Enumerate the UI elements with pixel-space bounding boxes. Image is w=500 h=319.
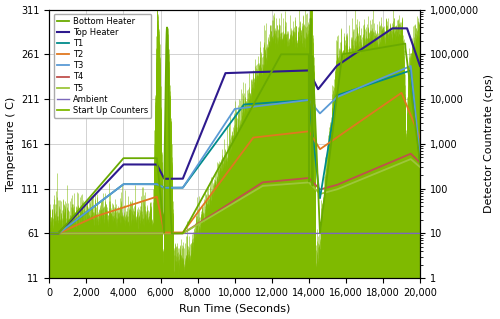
Legend: Bottom Heater, Top Heater, T1, T2, T3, T4, T5, Ambient, Start Up Counters: Bottom Heater, Top Heater, T1, T2, T3, T… [54,14,151,118]
Y-axis label: Temperature ( C): Temperature ( C) [6,97,16,191]
X-axis label: Run Time (Seconds): Run Time (Seconds) [179,303,290,314]
Y-axis label: Detector Countrate (cps): Detector Countrate (cps) [484,74,494,213]
